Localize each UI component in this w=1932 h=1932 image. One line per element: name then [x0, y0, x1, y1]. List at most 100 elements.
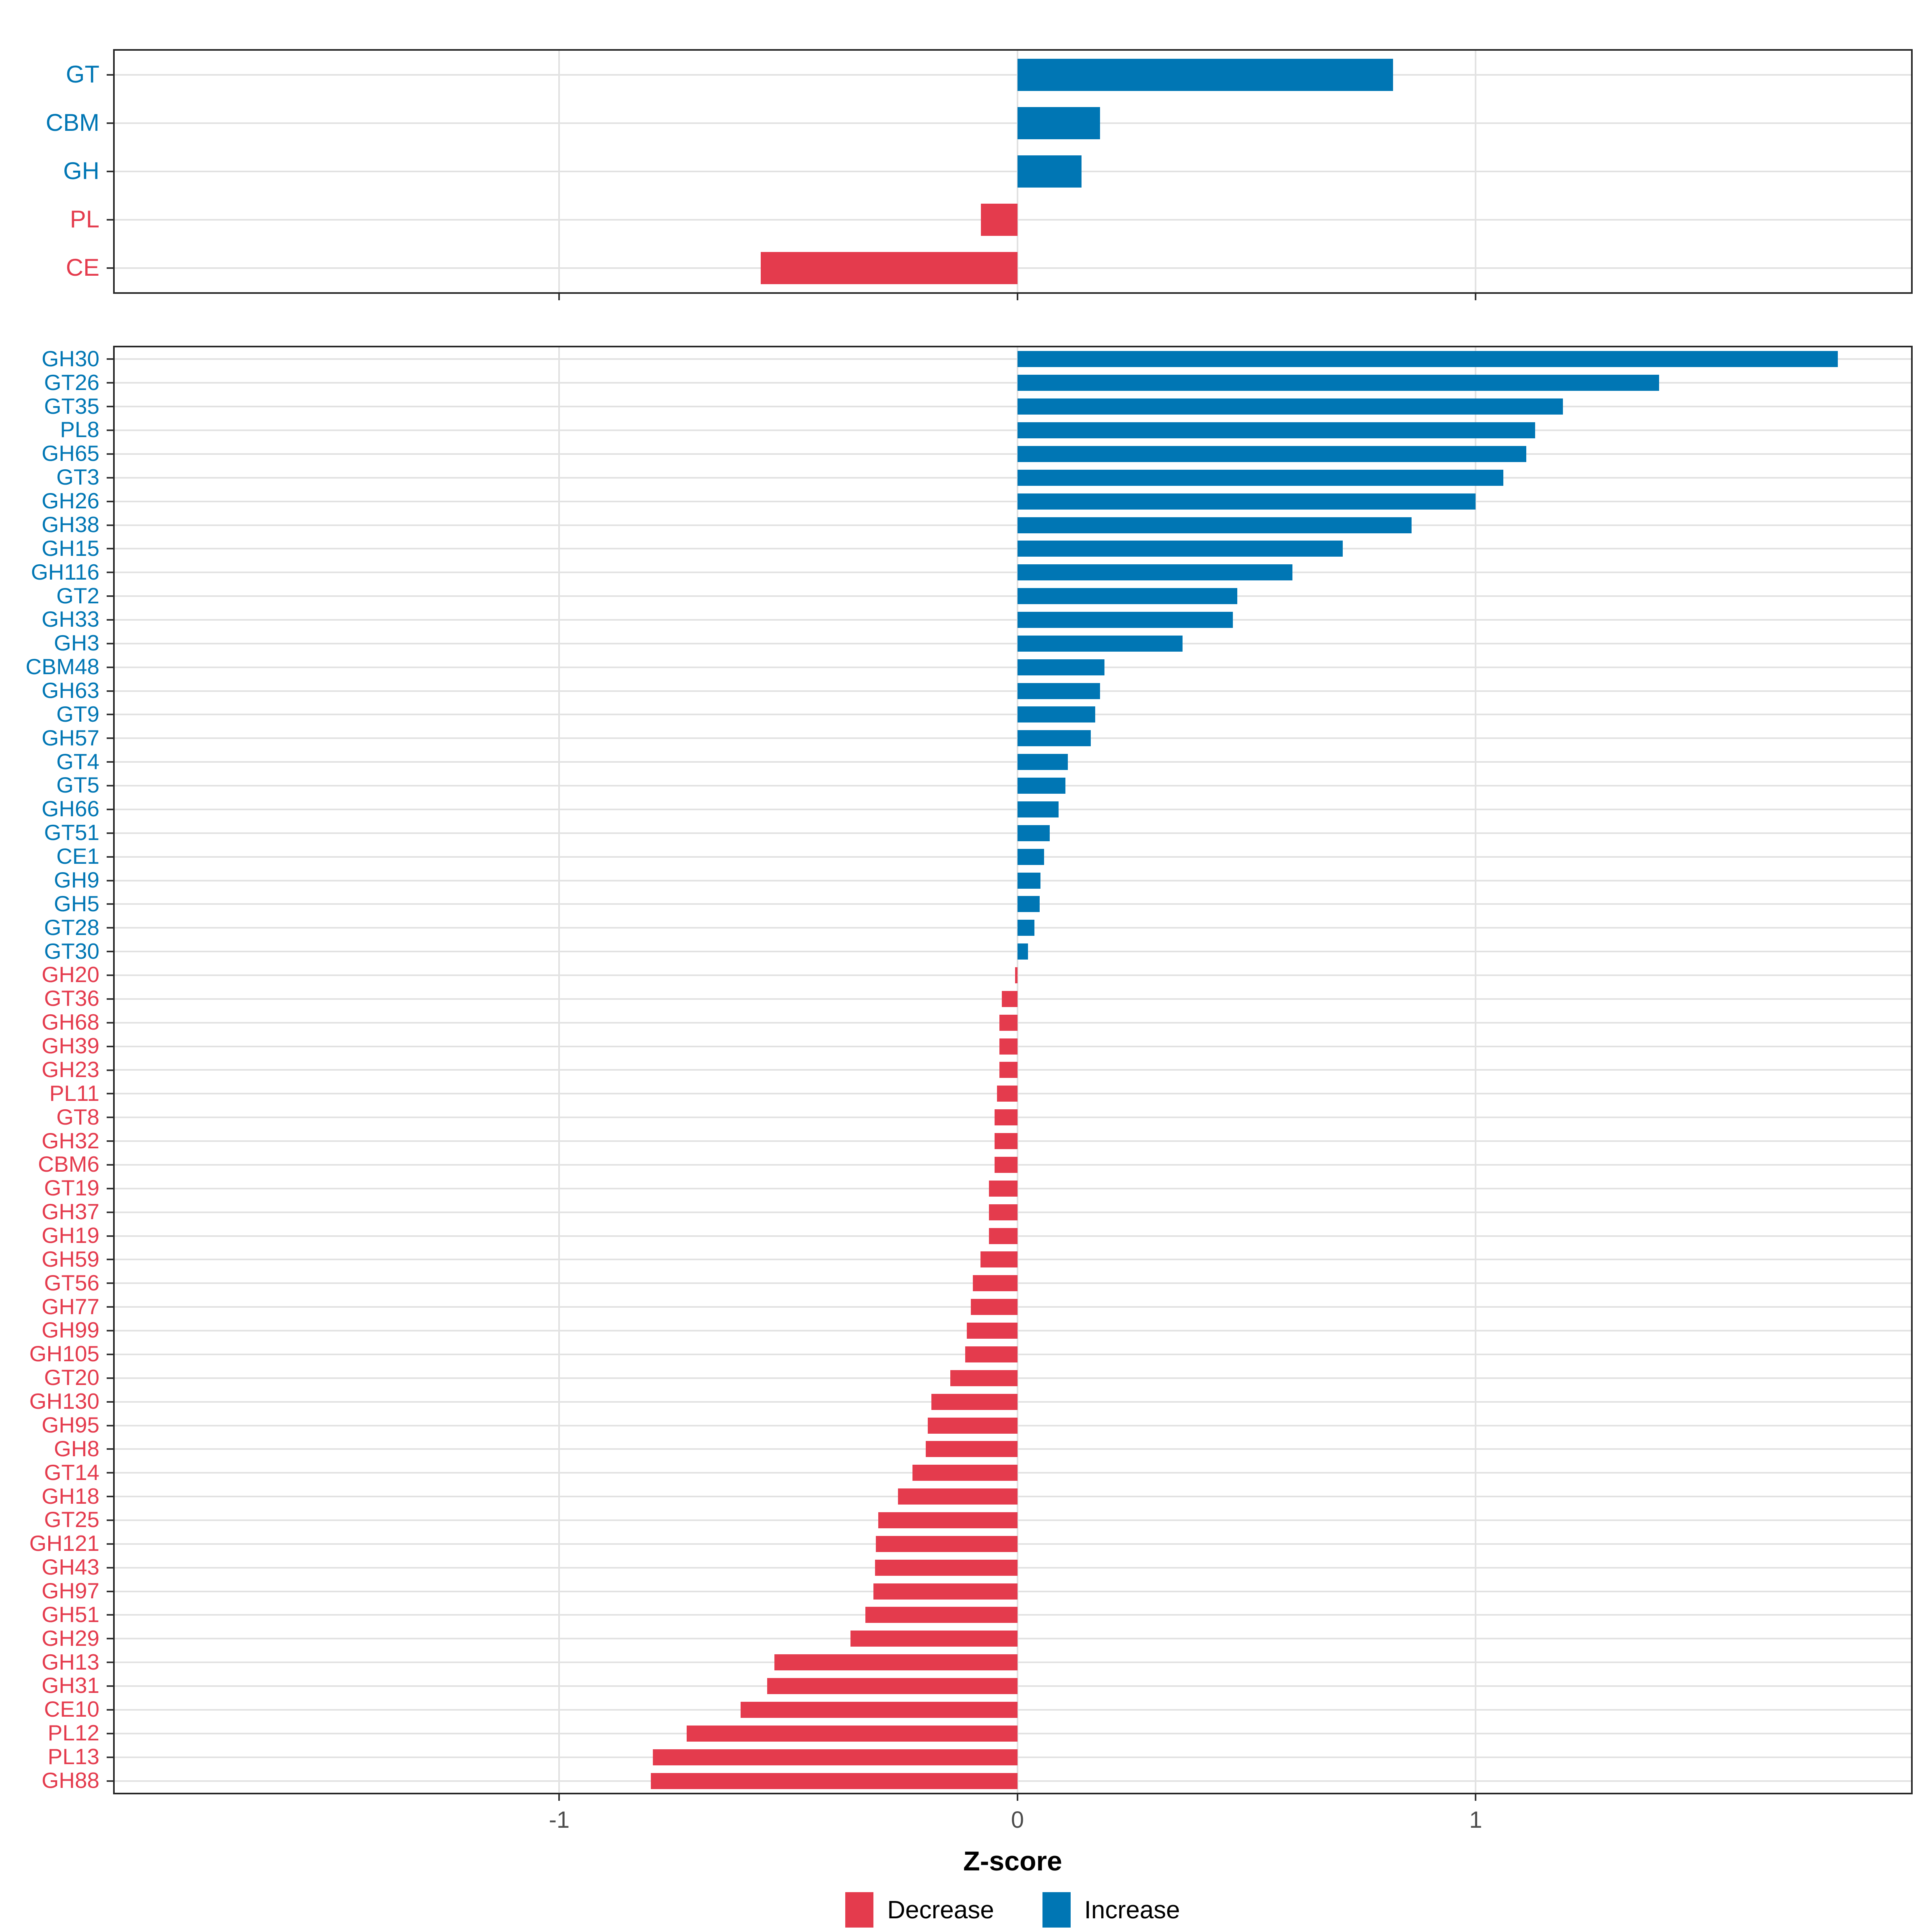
- x-tick-label: 0: [1011, 1807, 1024, 1833]
- x-tick-label: 1: [1469, 1807, 1482, 1833]
- y-gridline: [115, 714, 1911, 716]
- category-label-gh65: GH65: [41, 441, 99, 466]
- bar-row: [115, 1200, 1911, 1224]
- category-label-gt4: GT4: [56, 749, 99, 774]
- category-label-gt20: GT20: [44, 1365, 99, 1390]
- bar-row: [115, 1556, 1911, 1579]
- bar-gt28: [1017, 920, 1034, 936]
- y-gridline: [115, 406, 1911, 408]
- bar-gh37: [989, 1204, 1018, 1220]
- bar-gh9: [1017, 872, 1040, 889]
- category-label-gh51: GH51: [41, 1602, 99, 1627]
- category-label-gh33: GH33: [41, 607, 99, 632]
- y-tick: [107, 1022, 113, 1024]
- bar-gh5: [1017, 896, 1040, 912]
- bar-row: [115, 1129, 1911, 1153]
- y-gridline: [115, 171, 1911, 172]
- bar-row: [115, 1721, 1911, 1745]
- y-tick: [107, 690, 113, 692]
- bar-row: [115, 1532, 1911, 1556]
- bar-gt35: [1017, 398, 1563, 415]
- y-tick: [107, 1662, 113, 1664]
- bar-gh26: [1017, 493, 1476, 510]
- bar-row: [115, 1603, 1911, 1627]
- bar-gt9: [1017, 706, 1096, 723]
- bar-row: [115, 51, 1911, 99]
- category-label-gh121: GH121: [29, 1531, 99, 1556]
- category-label-gh26: GH26: [41, 488, 99, 514]
- bar-gh88: [651, 1773, 1018, 1789]
- y-tick: [107, 1377, 113, 1379]
- bar-gh121: [876, 1536, 1018, 1552]
- y-tick: [107, 1187, 113, 1189]
- category-label-gh32: GH32: [41, 1128, 99, 1153]
- bar-row: [115, 147, 1911, 196]
- y-tick: [107, 429, 113, 431]
- bar-row: [115, 1153, 1911, 1177]
- bar-row: [115, 244, 1911, 292]
- y-gridline: [115, 122, 1911, 124]
- bar-row: [115, 1390, 1911, 1414]
- bar-row: [115, 1414, 1911, 1437]
- bar-gh23: [999, 1062, 1018, 1078]
- y-tick: [107, 1732, 113, 1734]
- bar-cbm: [1017, 107, 1100, 139]
- y-tick: [107, 903, 113, 905]
- category-label-gh97: GH97: [41, 1578, 99, 1603]
- y-gridline: [115, 572, 1911, 574]
- bar-gt3: [1017, 469, 1503, 486]
- bar-row: [115, 1295, 1911, 1319]
- bar-row: [115, 1698, 1911, 1722]
- category-label-gh39: GH39: [41, 1033, 99, 1059]
- category-label-gh105: GH105: [29, 1341, 99, 1366]
- category-label-gh29: GH29: [41, 1625, 99, 1651]
- bar-gh116: [1017, 564, 1292, 581]
- y-tick: [107, 714, 113, 716]
- bar-row: [115, 987, 1911, 1011]
- bar-gt30: [1017, 943, 1028, 960]
- category-label-pl13: PL13: [47, 1744, 99, 1769]
- category-label-cbm6: CBM6: [38, 1152, 99, 1177]
- y-tick: [107, 1567, 113, 1569]
- y-tick: [107, 477, 113, 479]
- bar-gh77: [970, 1299, 1018, 1315]
- y-tick: [107, 879, 113, 881]
- y-gridline: [115, 429, 1911, 431]
- bar-cbm48: [1017, 659, 1105, 675]
- y-tick: [107, 974, 113, 976]
- y-tick: [107, 1140, 113, 1142]
- bar-gh130: [931, 1393, 1018, 1410]
- y-tick: [107, 1519, 113, 1521]
- bar-gt14: [912, 1465, 1018, 1481]
- category-label-gh116: GH116: [31, 559, 99, 584]
- bar-gt19: [989, 1180, 1018, 1197]
- category-label-ce10: CE10: [44, 1697, 99, 1722]
- bar-gh15: [1017, 541, 1343, 557]
- y-tick: [107, 267, 113, 269]
- bar-cbm6: [994, 1156, 1018, 1173]
- category-label-gh63: GH63: [41, 677, 99, 703]
- bar-gh39: [999, 1038, 1018, 1055]
- y-gridline: [115, 903, 1911, 905]
- bar-row: [115, 513, 1911, 537]
- bar-gh66: [1017, 801, 1059, 817]
- bar-pl13: [652, 1749, 1018, 1765]
- category-label-gh57: GH57: [41, 725, 99, 750]
- bar-row: [115, 196, 1911, 244]
- y-tick: [107, 1709, 113, 1711]
- y-tick: [107, 406, 113, 408]
- y-gridline: [115, 524, 1911, 526]
- bar-gt36: [1002, 991, 1018, 1007]
- y-gridline: [115, 856, 1911, 858]
- category-label-gh99: GH99: [41, 1317, 99, 1343]
- category-label-gh20: GH20: [41, 962, 99, 987]
- bar-gt4: [1017, 754, 1068, 770]
- y-tick: [107, 500, 113, 502]
- y-tick: [107, 74, 113, 76]
- bar-row: [115, 561, 1911, 584]
- y-gridline: [115, 808, 1911, 810]
- bar-pl8: [1017, 422, 1536, 439]
- bar-row: [115, 489, 1911, 513]
- bar-gt2: [1017, 588, 1238, 605]
- bar-row: [115, 1579, 1911, 1603]
